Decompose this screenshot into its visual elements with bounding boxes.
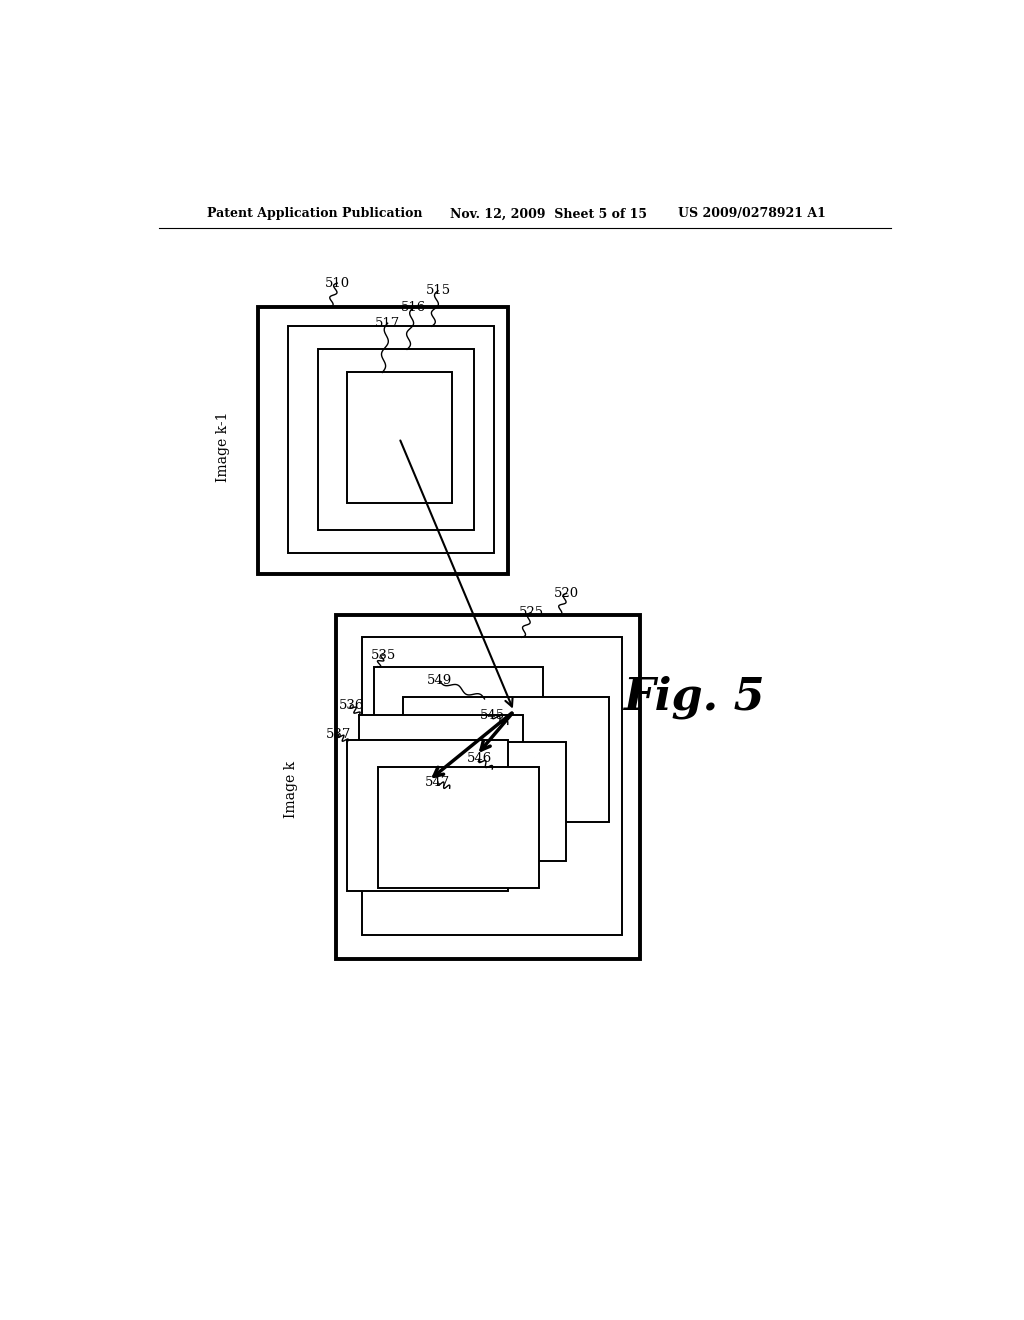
Text: 517: 517 <box>375 317 400 330</box>
Bar <box>347 739 508 891</box>
Text: Fig. 5: Fig. 5 <box>623 676 765 719</box>
Bar <box>346 372 452 503</box>
Text: Image k: Image k <box>284 762 298 818</box>
Text: 546: 546 <box>467 752 492 766</box>
Bar <box>258 308 508 574</box>
Bar <box>317 350 474 529</box>
Bar <box>359 715 523 866</box>
Text: 549: 549 <box>427 675 453 686</box>
Text: 516: 516 <box>400 301 426 314</box>
Bar <box>362 638 622 935</box>
Bar <box>378 767 539 888</box>
Bar <box>289 326 494 553</box>
Text: 515: 515 <box>425 284 451 297</box>
Text: Patent Application Publication: Patent Application Publication <box>207 207 423 220</box>
Text: Image k-1: Image k-1 <box>215 412 229 482</box>
Text: 547: 547 <box>425 776 451 788</box>
Text: 535: 535 <box>371 648 396 661</box>
Text: Nov. 12, 2009  Sheet 5 of 15: Nov. 12, 2009 Sheet 5 of 15 <box>450 207 646 220</box>
Bar <box>375 667 543 817</box>
Bar <box>336 615 640 960</box>
Text: 536: 536 <box>339 698 364 711</box>
Text: 510: 510 <box>325 277 350 289</box>
Text: 525: 525 <box>518 606 544 619</box>
Bar <box>390 742 566 861</box>
Text: US 2009/0278921 A1: US 2009/0278921 A1 <box>678 207 826 220</box>
Text: 545: 545 <box>479 709 505 722</box>
Bar <box>403 697 608 822</box>
Text: 537: 537 <box>326 727 351 741</box>
Text: 520: 520 <box>554 587 580 601</box>
